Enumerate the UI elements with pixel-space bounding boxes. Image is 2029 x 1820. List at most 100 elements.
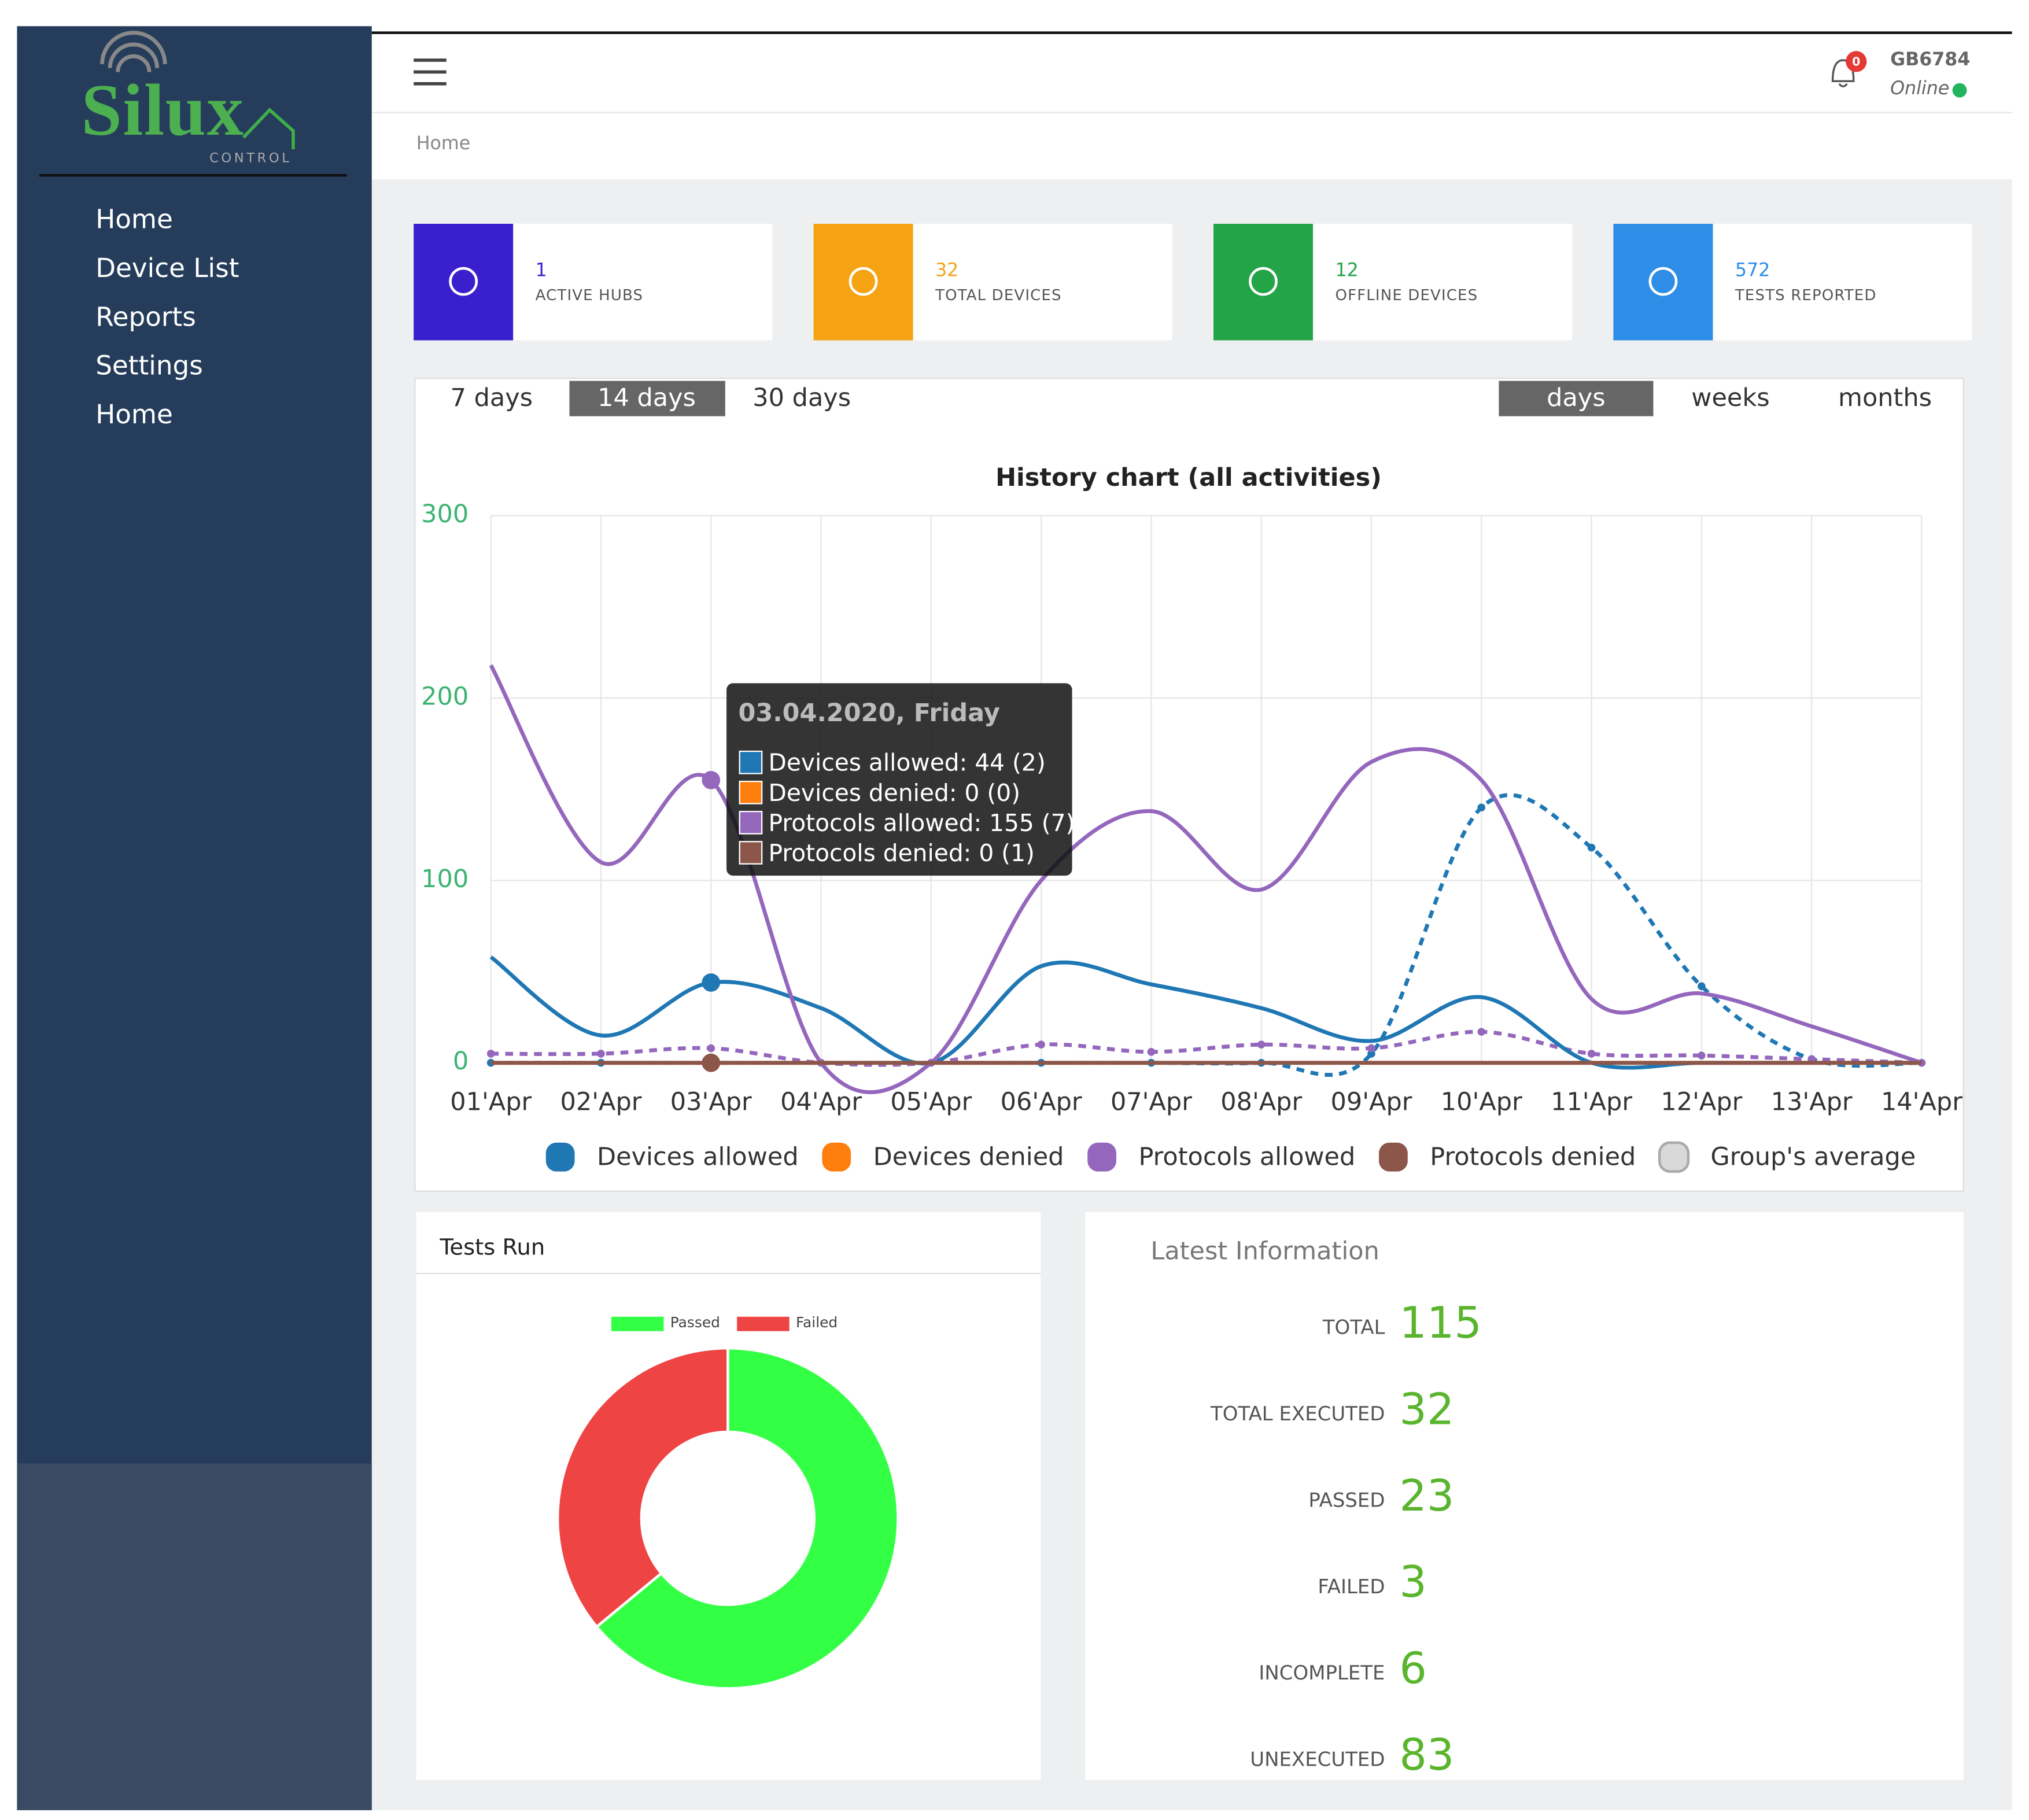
legend-label[interactable]: Group's average [1710, 1142, 1916, 1171]
info-value: 32 [1399, 1385, 1454, 1435]
stat-label: OFFLINE DEVICES [1335, 287, 1478, 304]
tooltip-line: Devices denied: 0 (0) [769, 779, 1021, 807]
stat-icon [1249, 267, 1278, 296]
menu-item[interactable]: Reports [95, 301, 196, 332]
unit-button-bg [1499, 381, 1654, 416]
stat-icon [849, 267, 878, 296]
logo-signal [100, 31, 167, 72]
stat-value: 572 [1735, 260, 1770, 280]
logo-sub: CONTROL [209, 150, 292, 165]
point [702, 973, 721, 992]
point [1587, 843, 1596, 852]
stat-label: TOTAL DEVICES [935, 287, 1062, 304]
latest-panel [1085, 1212, 1964, 1780]
menu-item[interactable]: Device List [95, 253, 239, 283]
logo-house [242, 108, 295, 150]
x-tick-label: 02'Apr [560, 1087, 642, 1116]
x-tick-label: 11'Apr [1551, 1087, 1632, 1116]
info-label: FAILED [1318, 1575, 1385, 1599]
x-tick-label: 10'Apr [1441, 1087, 1522, 1116]
legend-label: Failed [796, 1314, 838, 1331]
info-value: 3 [1399, 1557, 1427, 1607]
chart-title: History chart (all activities) [995, 463, 1382, 492]
point [597, 1050, 605, 1058]
tests-panel [416, 1212, 1041, 1780]
tooltip-swatch [739, 811, 763, 835]
panel-title: Latest Information [1150, 1236, 1379, 1265]
point [707, 1044, 715, 1053]
tooltip-line: Protocols allowed: 155 (7) [769, 809, 1075, 837]
legend-swatch [737, 1316, 790, 1331]
stat-value: 12 [1335, 260, 1358, 280]
y-tick-label: 300 [421, 500, 468, 529]
unit-button[interactable]: months [1838, 383, 1932, 412]
tooltip-line: Devices allowed: 44 (2) [769, 749, 1046, 777]
point [702, 771, 721, 789]
user-id: GB6784 [1890, 49, 1970, 70]
legend-label[interactable]: Protocols allowed [1138, 1142, 1355, 1171]
point [1257, 1040, 1266, 1049]
legend-swatch [822, 1142, 851, 1172]
stat-value: 1 [536, 260, 547, 280]
info-value: 83 [1399, 1730, 1454, 1780]
breadcrumb: Home [416, 133, 471, 154]
menu-item[interactable]: Home [95, 204, 173, 234]
legend-swatch [545, 1142, 575, 1172]
info-label: TOTAL [1322, 1316, 1385, 1339]
x-tick-label: 06'Apr [1001, 1087, 1082, 1116]
point [1698, 982, 1706, 991]
legend-label[interactable]: Protocols denied [1430, 1142, 1636, 1171]
tooltip-swatch [739, 841, 763, 865]
doughnut-slice [556, 1346, 729, 1629]
doughnut-slice [595, 1346, 899, 1690]
legend-swatch [1658, 1141, 1690, 1173]
stat-label: ACTIVE HUBS [536, 287, 644, 304]
unit-button[interactable]: weeks [1691, 383, 1769, 412]
stat-label: TESTS REPORTED [1735, 287, 1877, 304]
info-value: 23 [1399, 1471, 1454, 1521]
legend-label: Passed [670, 1314, 720, 1331]
point [1367, 1044, 1375, 1053]
info-value: 115 [1399, 1298, 1482, 1348]
status-dot [1952, 83, 1967, 98]
tooltip-title: 03.04.2020, Friday [738, 699, 999, 728]
tooltip-line: Protocols denied: 0 (1) [769, 839, 1035, 867]
stat-icon [449, 267, 478, 296]
panel-title: Tests Run [439, 1235, 545, 1261]
menu-item[interactable]: Home [95, 399, 173, 430]
unit-button[interactable]: days [1547, 383, 1606, 412]
x-tick-label: 09'Apr [1331, 1087, 1412, 1116]
x-tick-label: 13'Apr [1771, 1087, 1853, 1116]
legend-swatch [611, 1316, 664, 1331]
user-status: Online [1890, 78, 1949, 99]
legend-swatch [1087, 1142, 1117, 1172]
point [1477, 803, 1486, 812]
tooltip-swatch [739, 750, 763, 774]
stat-icon-bg [414, 224, 514, 341]
tooltip [726, 683, 1072, 876]
stat-icon-bg [1613, 224, 1713, 341]
menu-item[interactable]: Settings [95, 350, 203, 381]
x-tick-label: 12'Apr [1661, 1087, 1742, 1116]
menu-button[interactable] [414, 58, 447, 86]
range-button[interactable]: 14 days [597, 383, 696, 412]
tooltip-swatch [739, 781, 763, 804]
range-button-bg [569, 381, 725, 416]
stat-icon [1648, 267, 1678, 296]
average-line [490, 1029, 1922, 1067]
range-button[interactable]: 30 days [752, 383, 851, 412]
average-line [490, 793, 1922, 1077]
legend-label[interactable]: Devices denied [873, 1142, 1064, 1171]
point [1587, 1050, 1596, 1058]
x-tick-label: 01'Apr [450, 1087, 532, 1116]
y-tick-label: 100 [421, 865, 468, 894]
x-tick-label: 14'Apr [1881, 1087, 1962, 1116]
range-button[interactable]: 7 days [451, 383, 533, 412]
stat-icon-bg [813, 224, 913, 341]
badge-count: 0 [1852, 55, 1860, 69]
legend-label[interactable]: Devices allowed [597, 1142, 799, 1171]
info-label: UNEXECUTED [1250, 1748, 1385, 1771]
info-value: 6 [1399, 1644, 1427, 1694]
bell-icon[interactable] [1831, 59, 1855, 88]
